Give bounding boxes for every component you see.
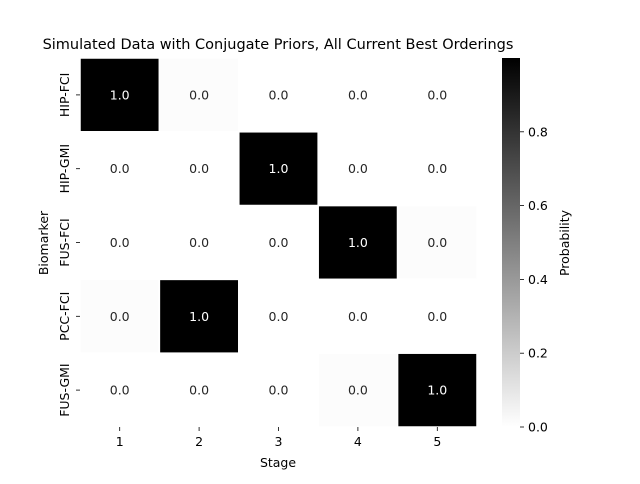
- cell-value-label: 0.0: [269, 235, 289, 250]
- cell-value-label: 0.0: [189, 383, 209, 398]
- cell-value-label: 1.0: [427, 383, 447, 398]
- heatmap-cell: [238, 278, 319, 354]
- heatmap-cell: [238, 131, 319, 207]
- heatmap-cell: [158, 278, 240, 354]
- y-axis-label: Biomarker: [36, 210, 51, 275]
- cell-value-label: 0.0: [269, 309, 289, 324]
- colorbar-tick-label: 0.8: [528, 124, 548, 139]
- colorbar-tick-label: 0.6: [528, 198, 548, 213]
- y-tick-label: HIP-GMI: [57, 144, 72, 193]
- colorbar-tick-label: 0.0: [528, 420, 548, 435]
- heatmap-cell: [79, 57, 161, 133]
- cell-value-label: 0.0: [110, 383, 130, 398]
- heatmap-cells: 1.0 0.0 0.0 0.0 0.0 0.0 0.0 1.0 0.0 0.0 0.0 0.0 0.0 1…: [79, 57, 478, 428]
- heatmap-cell: [396, 278, 478, 354]
- cell-value-label: 0.0: [427, 235, 447, 250]
- y-tick-label: PCC-FCI: [57, 292, 72, 341]
- cell-value-label: 0.0: [427, 309, 447, 324]
- cell-value-label: 0.0: [427, 87, 447, 102]
- heatmap-cell: [317, 204, 399, 281]
- cell-value-label: 0.0: [110, 309, 130, 324]
- y-tick-label: FUS-FCI: [57, 218, 72, 266]
- colorbar: 0.0 0.2 0.4 0.6 0.8: [502, 58, 548, 435]
- cell-value-label: 0.0: [269, 383, 289, 398]
- cell-value-label: 1.0: [110, 87, 130, 102]
- cell-value-label: 0.0: [269, 87, 289, 102]
- cell-value-label: 0.0: [110, 235, 130, 250]
- heatmap-cell: [158, 57, 240, 133]
- colorbar-tick-label: 0.4: [528, 272, 548, 287]
- cell-value-label: 0.0: [348, 383, 368, 398]
- cell-value-label: 0.0: [348, 161, 368, 176]
- chart-title: Simulated Data with Conjugate Priors, Al…: [43, 37, 514, 53]
- cell-value-label: 0.0: [189, 161, 209, 176]
- y-axis: HIP-FCI HIP-GMI FUS-FCI PCC-FCI FUS-GMI: [57, 73, 80, 417]
- cell-value-label: 0.0: [348, 87, 368, 102]
- y-tick-label: HIP-FCI: [57, 73, 72, 117]
- x-axis-label: Stage: [260, 455, 296, 470]
- colorbar-tick-label: 0.2: [528, 346, 548, 361]
- heatmap-cell: [158, 204, 240, 281]
- y-tick-label: FUS-GMI: [57, 363, 72, 416]
- heatmap-cell: [238, 57, 319, 133]
- x-tick-label: 1: [116, 434, 124, 449]
- cell-value-label: 1.0: [269, 161, 289, 176]
- x-tick-label: 4: [354, 434, 362, 449]
- heatmap-cell: [317, 278, 399, 354]
- colorbar-gradient: [502, 58, 520, 427]
- cell-value-label: 0.0: [110, 161, 130, 176]
- cell-value-label: 1.0: [348, 235, 368, 250]
- x-tick-label: 3: [275, 434, 283, 449]
- cell-value-label: 1.0: [189, 309, 209, 324]
- cell-value-label: 0.0: [189, 87, 209, 102]
- cell-value-label: 0.0: [348, 309, 368, 324]
- x-tick-label: 5: [433, 434, 441, 449]
- x-axis: 1 2 3 4 5: [116, 427, 441, 449]
- cell-value-label: 0.0: [427, 161, 447, 176]
- cell-value-label: 0.0: [189, 235, 209, 250]
- heatmap-cell: [396, 131, 478, 207]
- heatmap-cell: [158, 352, 240, 428]
- heatmap-cell: [79, 352, 161, 428]
- colorbar-label: Probability: [557, 209, 572, 276]
- heatmap-cell: [238, 352, 319, 428]
- x-tick-label: 2: [195, 434, 203, 449]
